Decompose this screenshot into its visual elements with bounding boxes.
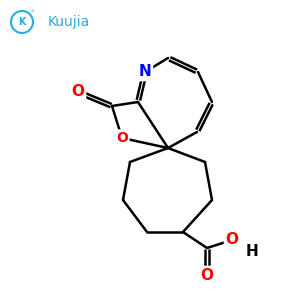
Text: O: O — [116, 131, 128, 145]
Text: N: N — [139, 64, 152, 80]
Text: K: K — [18, 17, 26, 27]
Text: O: O — [200, 268, 214, 283]
Text: Kuujia: Kuujia — [48, 15, 90, 29]
Text: H: H — [246, 244, 258, 260]
Text: O: O — [71, 85, 85, 100]
Text: O: O — [226, 232, 238, 247]
Text: °: ° — [30, 10, 34, 16]
